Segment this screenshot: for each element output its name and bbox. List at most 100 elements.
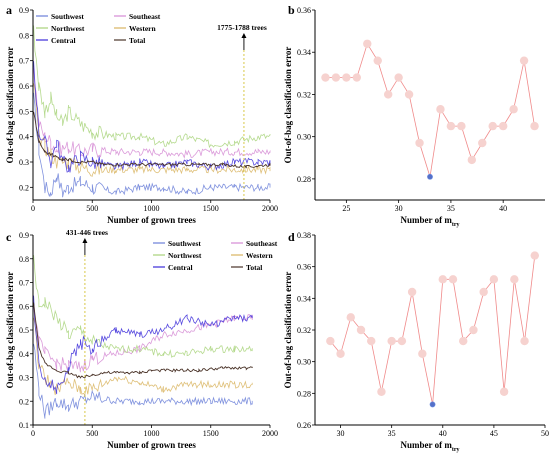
x-tick-label: 0 — [31, 429, 35, 438]
data-point — [498, 121, 508, 131]
data-point — [387, 336, 396, 346]
data-point — [489, 275, 499, 284]
y-tick-label: 0.6 — [19, 302, 29, 311]
data-point — [469, 325, 478, 335]
y-tick-label: 0.9 — [19, 231, 29, 240]
y-tick-label: 0.3 — [19, 158, 29, 167]
data-point — [336, 349, 345, 358]
data-point — [321, 73, 330, 82]
y-axis-label: Out-of-bag classification error — [283, 272, 293, 389]
data-point — [448, 275, 458, 284]
data-point — [383, 90, 393, 99]
series-line-southeast — [33, 303, 253, 373]
data-point — [530, 121, 539, 131]
annotation-label: 431-446 trees — [66, 228, 108, 237]
data-point — [499, 387, 509, 396]
data-point — [346, 313, 355, 322]
data-point — [478, 138, 487, 148]
data-point — [457, 121, 466, 131]
y-tick-label: 0.4 — [19, 350, 29, 359]
y-tick-label: 0.7 — [19, 57, 29, 66]
x-tick-label: 50 — [541, 429, 549, 438]
x-tick-label: 500 — [86, 204, 98, 213]
y-tick-label: 0.5 — [19, 326, 29, 335]
y-tick-label: 0.2 — [19, 183, 29, 192]
series-line-central — [33, 295, 253, 395]
legend-entry: Northwest — [168, 251, 202, 260]
data-point — [377, 387, 386, 396]
y-tick-label: 0.36 — [297, 6, 311, 15]
chart-panel-c: 431-446 trees Southwest Southeast Northwest… — [5, 228, 278, 450]
data-point — [436, 105, 445, 114]
chart-panel-a: 1775-1788 trees Southwest Southeast Northwe… — [5, 3, 278, 225]
y-tick-label: 0.4 — [19, 133, 29, 142]
series-line-southwest — [33, 343, 253, 419]
y-axis-label: Out-of-bag classification error — [5, 272, 15, 389]
data-point — [446, 121, 456, 131]
x-tick-label: 1500 — [203, 429, 219, 438]
x-tick-label: 1000 — [144, 204, 160, 213]
data-point — [479, 287, 488, 297]
series-line-western — [33, 317, 253, 397]
x-tick-label: 40 — [499, 204, 507, 213]
data-point — [394, 73, 403, 82]
chart-panel-d: 30 35 40 45 50 0.26 0.28 0.30 0.32 0.34 0.36 0.38 Ou… — [283, 230, 549, 453]
y-axis-label: Out-of-bag classification error — [283, 47, 293, 164]
data-point — [367, 336, 376, 346]
legend-entry: Southeast — [129, 12, 161, 21]
data-point-minimum — [429, 401, 436, 408]
x-tick-label: 0 — [31, 204, 35, 213]
series-line-northwest — [33, 255, 253, 358]
x-tick-label: 500 — [86, 429, 98, 438]
x-axis-label: Number of mtry — [401, 215, 460, 228]
series-line — [325, 42, 535, 177]
y-tick-label: 0.1 — [19, 421, 29, 430]
y-tick-label: 0.28 — [297, 175, 311, 184]
data-point — [363, 39, 372, 48]
legend-entry: Southwest — [168, 239, 201, 248]
x-tick-label: 1500 — [203, 204, 219, 213]
legend-entry: Western — [129, 24, 156, 33]
data-point — [404, 90, 414, 99]
y-tick-label: 0.34 — [297, 294, 311, 303]
y-tick-label: 0.5 — [19, 107, 29, 116]
y-tick-label: 0.6 — [19, 82, 29, 91]
y-tick-label: 0.3 — [19, 374, 29, 383]
legend-entry: Western — [246, 251, 273, 260]
y-tick-label: 0.30 — [297, 133, 311, 142]
x-tick-label: 1000 — [144, 429, 160, 438]
series-line-southeast — [33, 68, 271, 159]
panel-label: c — [6, 230, 12, 244]
y-tick-label: 0.38 — [297, 231, 311, 240]
x-tick-label: 25 — [342, 204, 350, 213]
x-tick-label: 30 — [395, 204, 403, 213]
data-point — [467, 155, 477, 165]
data-point — [509, 105, 518, 114]
y-tick-label: 0.30 — [297, 358, 311, 367]
chart-panel-b: 25 30 35 40 0.28 0.30 0.32 0.34 0.36 Out-of-bag c… — [283, 3, 545, 228]
data-point-minimum — [427, 173, 433, 180]
series-line-northwest — [33, 25, 271, 149]
data-point — [373, 56, 382, 65]
data-point — [488, 121, 497, 131]
x-axis-label: Number of mtry — [401, 440, 460, 453]
y-tick-label: 0.32 — [297, 326, 311, 335]
legend-entry: Northwest — [51, 24, 85, 33]
data-point — [438, 275, 447, 284]
y-tick-label: 0.2 — [19, 397, 29, 406]
data-point — [352, 73, 362, 82]
data-point — [415, 138, 424, 148]
series-line-western — [33, 83, 271, 177]
y-tick-label: 0.36 — [297, 263, 311, 272]
panel-label: d — [288, 230, 295, 244]
y-tick-label: 0.8 — [19, 255, 29, 264]
data-point — [397, 336, 407, 346]
x-tick-label: 2000 — [262, 429, 278, 438]
series-line-southwest — [33, 92, 271, 198]
series-line-total — [33, 302, 253, 379]
legend-entry: Total — [246, 263, 262, 272]
data-point — [356, 325, 366, 335]
y-tick-label: 0.9 — [19, 6, 29, 15]
legend-entry: Southeast — [246, 239, 278, 248]
series-line-total — [33, 111, 271, 169]
